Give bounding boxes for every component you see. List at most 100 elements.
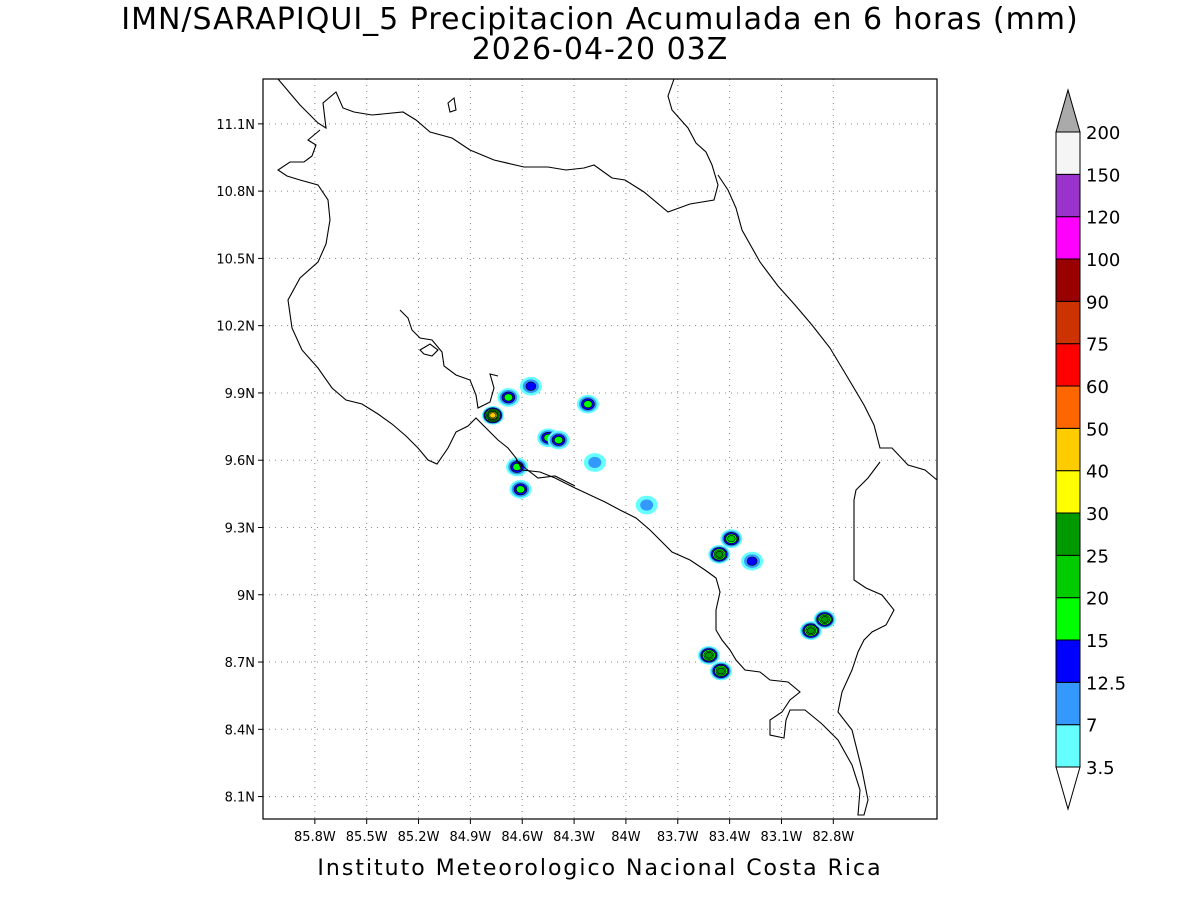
colorbar-swatch [1055, 681, 1081, 726]
precip-cell [547, 430, 570, 450]
colorbar-label: 3.5 [1086, 758, 1115, 779]
colorbar: 3.5 7 12.5 15 20 25 30 40 50 60 75 90 100 120 150 200 [1055, 88, 1126, 811]
lat-tick-label: 9.6N [225, 454, 255, 469]
colorbar-swatch [1055, 639, 1081, 683]
colorbar-swatch [1055, 300, 1081, 345]
gulf-coast [399, 309, 499, 409]
map-border [262, 78, 938, 820]
precip-cell [720, 529, 743, 549]
map-background [263, 79, 937, 819]
precip-contour [588, 456, 602, 468]
colorbar-swatch [1055, 173, 1081, 218]
precip-contour [807, 627, 815, 634]
precip-contour [727, 535, 736, 543]
precip-cell [497, 388, 520, 407]
precip-contour [820, 616, 829, 623]
colorbar-swatch [1055, 724, 1081, 768]
colorbar-label: 15 [1086, 631, 1109, 652]
colorbar-swatch [1055, 597, 1081, 641]
precip-contour [583, 400, 593, 409]
colorbar-label: 25 [1086, 546, 1109, 567]
lat-tick-label: 8.4N [225, 723, 255, 738]
precip-cell [583, 453, 606, 472]
lon-tick-label: 85.2W [398, 830, 440, 845]
lat-tick-label: 9.9N [225, 387, 255, 402]
island [419, 343, 439, 357]
colorbar-swatches [1055, 131, 1081, 768]
colorbar-swatch [1055, 216, 1081, 260]
panama-border [277, 129, 895, 816]
colorbar-label: 7 [1086, 716, 1097, 737]
precip-cell [813, 610, 836, 629]
lat-tick-label: 10.5N [216, 252, 255, 267]
precip-cell [697, 645, 720, 665]
lon-tick-label: 84W [611, 830, 641, 845]
precip-contour [515, 485, 526, 494]
precip-contour [640, 499, 654, 511]
lon-tick-label: 85.8W [294, 830, 336, 845]
colorbar-label: 30 [1086, 504, 1109, 525]
precip-cell [799, 621, 822, 640]
map-title: IMN/SARAPIQUI_5 Precipitacion Acumulada … [121, 2, 1079, 37]
caribbean-coast [717, 174, 938, 481]
precip-contour [705, 652, 713, 659]
colorbar-label: 60 [1086, 377, 1109, 398]
precip-cell [506, 457, 529, 477]
lon-tick-label: 85.5W [346, 830, 388, 845]
lat-tick-label: 9.3N [225, 521, 255, 536]
precip-cell [519, 376, 542, 396]
colorbar-swatch [1055, 470, 1081, 514]
lake-islet [447, 96, 457, 113]
precip-contour [489, 412, 497, 419]
lat-tick-label: 10.2N [216, 320, 255, 335]
colorbar-swatch [1055, 258, 1081, 302]
colorbar-bottom-arrow [1055, 766, 1081, 811]
colorbar-swatch [1055, 385, 1081, 429]
precip-cell [741, 551, 764, 571]
longitude-axis: 85.8W 85.5W 85.2W 84.9W 84.6W 84.3W 84W 83.7W 83… [294, 819, 854, 845]
lon-tick-label: 83.7W [657, 830, 699, 845]
footer-credit: Instituto Meteorologico Nacional Costa R… [317, 856, 883, 881]
colorbar-swatch [1055, 427, 1081, 472]
lon-tick-label: 84.6W [501, 830, 543, 845]
lon-tick-label: 83.1W [761, 830, 803, 845]
lat-tick-label: 11.1N [216, 118, 255, 133]
lon-tick-label: 84.3W [553, 830, 595, 845]
colorbar-top-arrow [1055, 88, 1081, 133]
precip-contour [525, 381, 537, 391]
colorbar-label: 90 [1086, 292, 1109, 313]
precip-cell [509, 480, 532, 499]
precip-cell [481, 406, 504, 425]
central-pacific-coast [515, 459, 576, 487]
lat-tick-label: 8.1N [225, 791, 255, 806]
colorbar-label: 12.5 [1086, 673, 1126, 694]
precip-cell [708, 545, 731, 564]
precipitation-layer [481, 376, 836, 681]
colorbar-swatch [1055, 343, 1081, 387]
precip-cell [709, 661, 732, 681]
lon-tick-label: 84.9W [449, 830, 491, 845]
colorbar-label: 50 [1086, 419, 1109, 440]
lon-tick-label: 82.8W [812, 830, 854, 845]
latitude-axis: 11.1N 10.8N 10.5N 10.2N 9.9N 9.6N 9.3N 9N 8.7N 8.… [216, 118, 263, 806]
nicaragua-border [277, 78, 719, 213]
colorbar-label: 200 [1086, 123, 1120, 144]
colorbar-swatch [1055, 554, 1081, 599]
colorbar-label: 75 [1086, 335, 1109, 356]
colorbar-labels: 3.5 7 12.5 15 20 25 30 40 50 60 75 90 100 120 150 200 [1086, 123, 1126, 779]
colorbar-swatch [1055, 512, 1081, 556]
colorbar-label: 150 [1086, 165, 1120, 186]
precip-contour [553, 436, 564, 444]
precip-cell [576, 394, 599, 414]
map-plot-area: 85.8W 85.5W 85.2W 84.9W 84.6W 84.3W 84W 83.7W 83… [216, 78, 938, 845]
precip-contour [717, 667, 725, 675]
colorbar-swatch [1055, 131, 1081, 175]
colorbar-label: 40 [1086, 462, 1109, 483]
precip-cell [635, 495, 658, 515]
lat-tick-label: 10.8N [216, 185, 255, 200]
lat-tick-label: 9N [237, 589, 255, 604]
precip-contour [746, 556, 758, 566]
colorbar-label: 120 [1086, 208, 1120, 229]
map-datetime: 2026-04-20 03Z [471, 32, 729, 67]
